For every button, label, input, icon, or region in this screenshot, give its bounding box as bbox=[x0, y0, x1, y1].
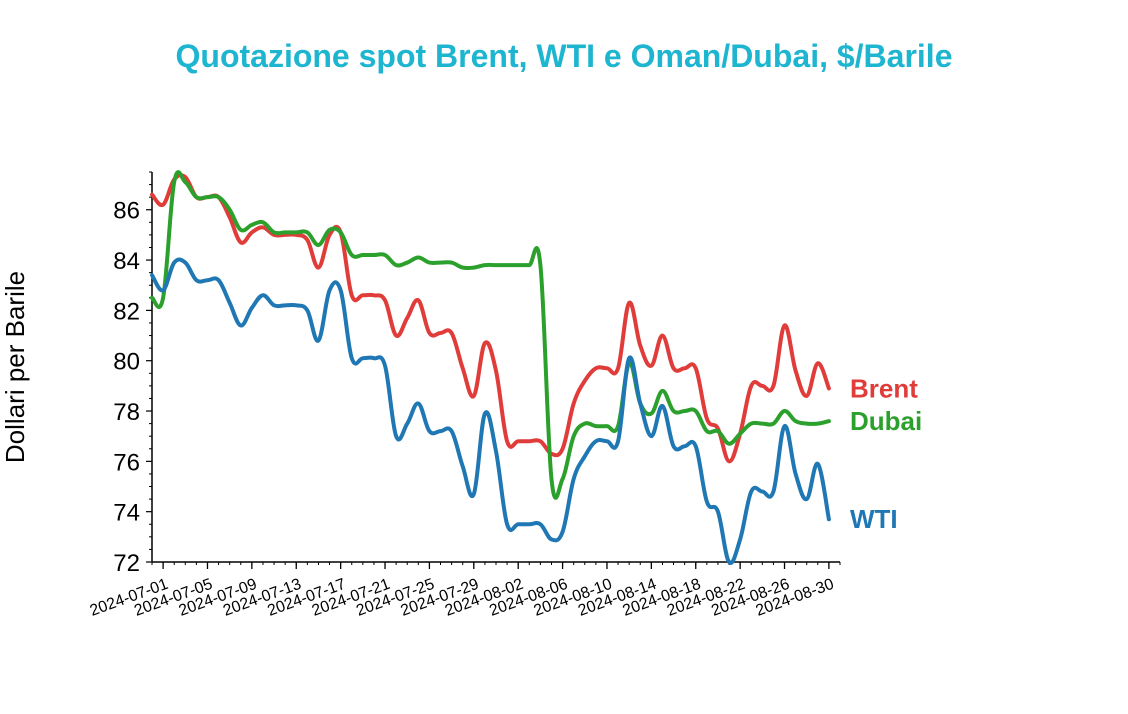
y-tick-label: 84 bbox=[113, 248, 140, 275]
series-label-dubai: Dubai bbox=[850, 406, 922, 436]
x-axis: 2024-07-012024-07-052024-07-092024-07-13… bbox=[88, 561, 841, 620]
y-tick-label: 78 bbox=[113, 399, 140, 426]
y-tick-label: 82 bbox=[113, 298, 140, 325]
series-label-wti: WTI bbox=[850, 504, 898, 534]
series-line-dubai bbox=[150, 170, 831, 500]
y-tick-label: 86 bbox=[113, 198, 140, 225]
y-tick-label: 72 bbox=[113, 550, 140, 577]
series-line-wti bbox=[150, 257, 831, 565]
series-lines bbox=[150, 170, 831, 565]
y-axis: 72 74 76 78 80 82 84 86 bbox=[113, 171, 153, 577]
y-tick-label: 80 bbox=[113, 349, 140, 376]
y-tick-label: 74 bbox=[113, 500, 140, 527]
chart-title: Quotazione spot Brent, WTI e Oman/Dubai,… bbox=[175, 38, 953, 74]
y-axis-label: Dollari per Barile bbox=[0, 271, 30, 463]
series-label-brent: Brent bbox=[850, 373, 918, 403]
y-tick-label: 76 bbox=[113, 449, 140, 476]
series-line-brent bbox=[150, 173, 831, 464]
